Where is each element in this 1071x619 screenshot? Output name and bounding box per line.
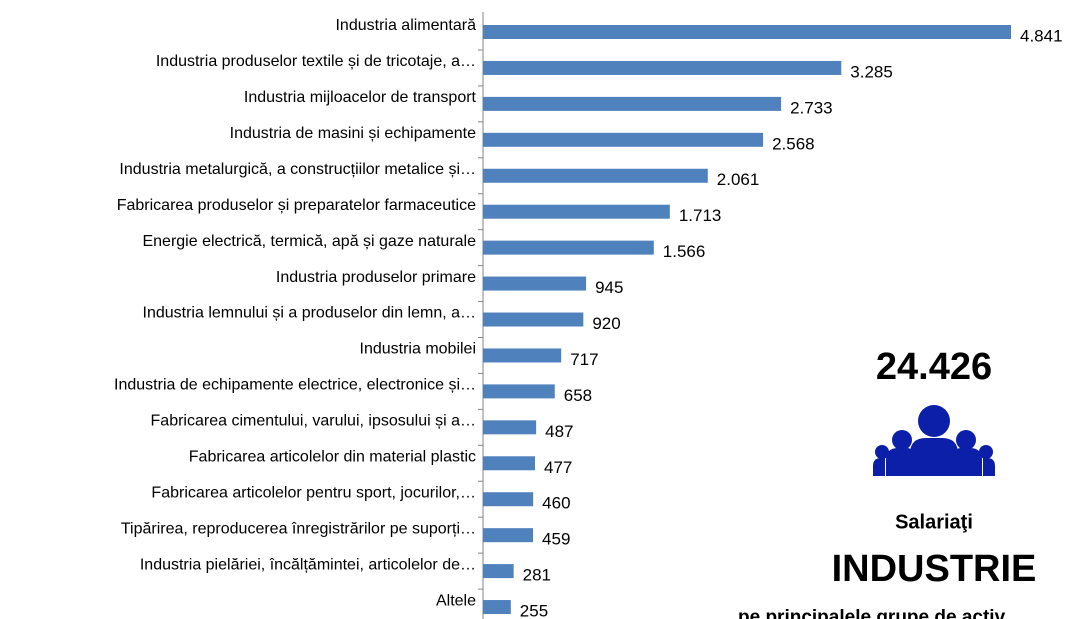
value-label: 255 xyxy=(520,602,548,619)
bar xyxy=(483,204,670,219)
category-label: Industria de masini și echipamente xyxy=(230,125,476,142)
bar xyxy=(483,25,1011,39)
value-label: 717 xyxy=(570,350,598,369)
category-label: Industria de echipamente electrice, elec… xyxy=(114,377,476,394)
bar xyxy=(483,456,536,471)
value-label: 2.568 xyxy=(772,134,815,153)
value-label: 459 xyxy=(542,530,570,549)
category-label: Tipărirea, reproducerea înregistrărilor … xyxy=(121,520,476,537)
bar xyxy=(483,528,534,543)
category-label: Industria alimentară xyxy=(335,17,476,34)
value-label: 1.566 xyxy=(663,242,706,261)
caption: Salariaţi xyxy=(895,511,973,533)
category-label: Industria lemnului și a produselor din l… xyxy=(143,305,477,322)
bar xyxy=(483,600,511,615)
people-icon xyxy=(873,405,995,476)
value-label: 920 xyxy=(592,314,620,333)
bar xyxy=(483,132,764,147)
category-label: Fabricarea articolelor pentru sport, joc… xyxy=(151,484,476,501)
value-label: 945 xyxy=(595,278,623,297)
bar xyxy=(483,240,654,255)
value-label: 658 xyxy=(564,386,592,405)
bar xyxy=(483,420,537,435)
value-label: 4.841 xyxy=(1020,26,1063,45)
bar xyxy=(483,348,562,363)
category-label: Industria produselor textile și de trico… xyxy=(156,53,476,70)
category-label: Fabricarea produselor și preparatelor fa… xyxy=(117,197,476,214)
sector: INDUSTRIE xyxy=(832,548,1037,590)
value-label: 3.285 xyxy=(850,62,893,81)
bar xyxy=(483,96,782,111)
total: 24.426 xyxy=(876,346,992,388)
category-label: Industria mijloacelor de transport xyxy=(244,89,477,106)
bar xyxy=(483,60,842,75)
value-label: 460 xyxy=(542,494,570,513)
value-label: 487 xyxy=(545,422,573,441)
category-label: Fabricarea articolelor din material plas… xyxy=(189,448,476,465)
bar xyxy=(483,168,708,183)
category-label: Fabricarea cimentului, varului, ipsosulu… xyxy=(151,413,476,430)
value-label: 1.713 xyxy=(679,206,722,225)
value-label: 477 xyxy=(544,458,572,477)
category-label: Energie electrică, termică, apă și gaze … xyxy=(142,233,476,250)
bar xyxy=(483,384,555,399)
bar xyxy=(483,564,514,579)
category-label: Industria mobilei xyxy=(360,341,477,358)
category-label: Industria metalurgică, a construcțiilor … xyxy=(119,161,476,178)
subtitle: pe principalele grupe de activ xyxy=(738,607,1006,619)
category-label: Industria pielăriei, încălțămintei, arti… xyxy=(140,556,476,573)
bar xyxy=(483,492,534,507)
value-label: 281 xyxy=(523,566,551,585)
value-label: 2.733 xyxy=(790,98,833,117)
category-label: Industria produselor primare xyxy=(276,269,476,286)
bar xyxy=(483,276,587,291)
value-label: 2.061 xyxy=(717,170,760,189)
category-label: Altele xyxy=(436,592,476,609)
bar xyxy=(483,312,584,327)
